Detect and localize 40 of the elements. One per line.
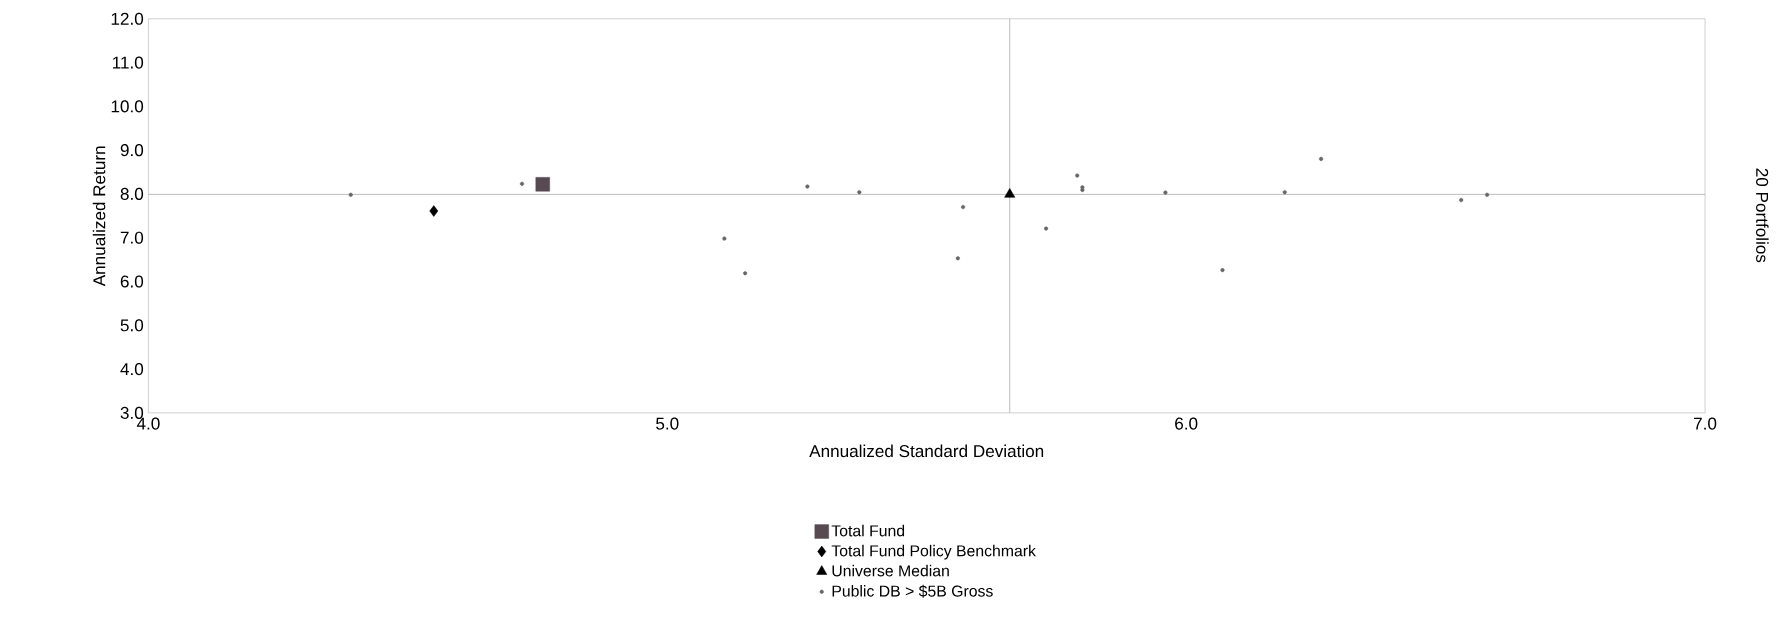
point (857, 190, 862, 195)
point (1485, 192, 1490, 197)
point (1220, 268, 1225, 273)
y-tick-label: 12.0 (111, 12, 144, 25)
point (535, 177, 550, 192)
y-tick-label: 5.0 (120, 319, 144, 332)
point (348, 192, 353, 197)
point (955, 256, 960, 261)
y-tick-label: 9.0 (120, 144, 144, 157)
y-tick-label: 6.0 (120, 275, 144, 288)
point (805, 184, 810, 189)
y-axis-title: Annualized Return (92, 146, 106, 287)
x-tick-label: 6.0 (1175, 417, 1198, 430)
legend-label: Total Fund (831, 524, 905, 537)
point (1004, 188, 1016, 198)
legend-label: Universe Median (832, 564, 949, 577)
point (722, 236, 727, 241)
point (1044, 226, 1049, 231)
y-tick-label: 10.0 (111, 100, 144, 113)
text: 20 Portfolios (1756, 168, 1769, 263)
y-tick-label: 7.0 (120, 231, 144, 244)
point (1282, 190, 1287, 195)
point (1319, 156, 1324, 161)
point (1075, 173, 1080, 178)
point (1163, 190, 1168, 195)
point (429, 205, 439, 217)
point (961, 204, 966, 210)
y-tick-label: 11.0 (113, 56, 144, 69)
x-axis-title: Annualized Standard Deviation (809, 444, 1044, 458)
y-tick-label: 4.0 (120, 362, 144, 376)
y-tick-label: 3.0 (120, 406, 144, 419)
point (743, 271, 748, 276)
point (519, 181, 525, 186)
legend-label: Total Fund Policy Benchmark (831, 544, 1036, 560)
legend-label: Public DB > $5B Gross (832, 584, 993, 598)
x-tick-label: 5.0 (656, 417, 679, 430)
x-tick-label: 4.0 (136, 417, 160, 430)
x-tick-label: 7.0 (1694, 417, 1717, 430)
point (1459, 197, 1464, 203)
y-tick-label: 8.0 (120, 187, 144, 200)
